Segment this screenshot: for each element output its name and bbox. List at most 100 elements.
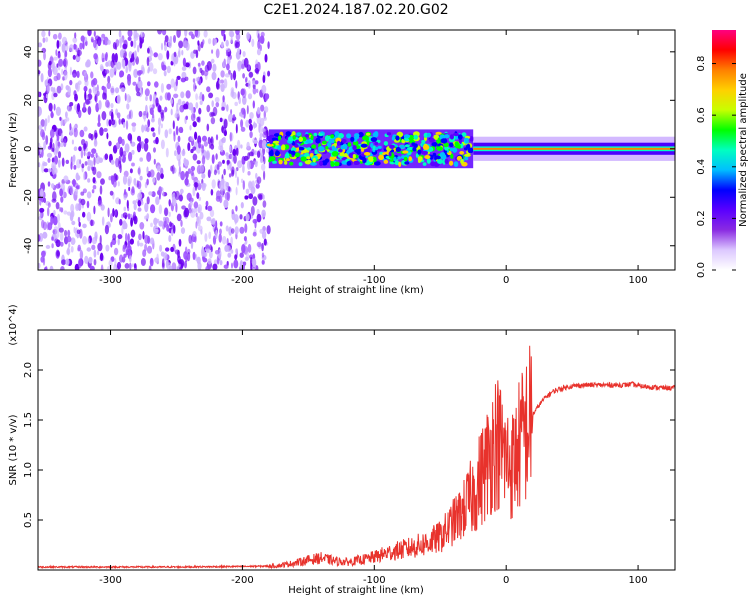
spectrogram-cell [187, 142, 191, 152]
spectrogram-cell [235, 147, 239, 156]
spectrogram-cell [42, 37, 46, 43]
spectrogram-cell [93, 205, 96, 215]
spectrogram-cell [112, 208, 115, 217]
spectrogram-cell [306, 156, 311, 160]
spectrogram-cell [44, 122, 47, 132]
spectrogram-cell [190, 165, 196, 172]
spectrogram-cell [294, 144, 299, 148]
spectrogram-cell [86, 200, 90, 209]
spectrogram-cell [55, 106, 62, 117]
spectrogram-cell [331, 145, 336, 151]
spectrogram-cell [47, 115, 50, 123]
spectrogram-cell [207, 38, 212, 45]
spectrogram-cell [90, 153, 95, 158]
spectrogram-cell [91, 244, 96, 250]
spectrogram-cell [161, 258, 165, 268]
spectrogram-cell [137, 180, 142, 190]
spectrogram-cell [214, 38, 218, 45]
spectrogram-cell [73, 127, 78, 138]
spectrogram-cell [228, 69, 231, 75]
spectrogram-cell [81, 163, 85, 169]
spectrogram-cell [106, 82, 112, 90]
spectrogram-cell [272, 140, 280, 144]
spectrogram-cell [449, 142, 454, 147]
spectrogram-cell [148, 265, 152, 270]
spectrogram-cell [298, 146, 305, 151]
snr-y-multiplier: (x10^4) [8, 304, 19, 345]
spectrogram-cell [122, 212, 128, 219]
spectrogram-cell [188, 234, 192, 244]
spectrogram-cell [360, 143, 368, 148]
spectrogram-cell [260, 31, 265, 38]
spectrogram-cell [153, 147, 156, 153]
spectrogram-cell [130, 141, 136, 147]
spectrogram-cell [202, 182, 205, 187]
spectrogram-cell [169, 221, 172, 227]
spectrogram-cell [102, 92, 106, 100]
spectrogram-cell [211, 154, 215, 165]
spectrogram-cell [185, 115, 188, 121]
spectrogram-cell [118, 118, 121, 125]
spectrogram-cell [42, 231, 48, 239]
spectrogram-cell [180, 170, 186, 181]
spectrogram-cell [47, 181, 51, 187]
spectrogram-cell [137, 207, 142, 212]
spectrogram-band [473, 147, 675, 150]
spectrogram-cell [96, 84, 99, 93]
colorbar-tick-label: 0.8 [696, 56, 707, 72]
spectrogram-cell [158, 204, 163, 215]
spectrogram-cell [45, 244, 51, 249]
spectrogram-cell [178, 238, 182, 247]
spectrogram-cell [176, 145, 181, 155]
spectrogram-cell [118, 198, 121, 205]
spectrogram-cell [99, 185, 103, 195]
spectrogram-cell [38, 234, 41, 242]
spectrogram-cell [149, 257, 154, 267]
spectrogram-cell [108, 259, 113, 267]
spectrogram-cell [143, 142, 149, 152]
spectrogram-cell [436, 146, 444, 151]
x-tick-label: -300 [99, 275, 122, 286]
spectrogram-cell [324, 158, 330, 163]
spectrogram-cell [201, 173, 206, 179]
spectrogram-cell [120, 87, 126, 93]
spectrogram-cell [364, 148, 371, 154]
spectrogram-cell [220, 83, 225, 92]
spectrogram-cell [181, 149, 186, 157]
spectrogram-cell [39, 207, 45, 213]
spectrogram-cell [105, 61, 109, 67]
spectrogram-cell [130, 57, 133, 63]
spectrogram-cell [38, 124, 43, 131]
spectrogram-cell [73, 43, 77, 50]
spectrogram-frame [37, 29, 676, 271]
spectrogram-cell [259, 133, 264, 138]
spectrogram-cell [85, 61, 90, 68]
spectrogram-cell [256, 176, 262, 184]
spectrogram-cell [59, 188, 63, 197]
spectrogram-cell [175, 202, 178, 213]
spectrogram-cell [223, 118, 228, 129]
spectrogram-cell [241, 88, 247, 99]
spectrogram-cell [324, 135, 330, 142]
spectrogram-cell [218, 79, 221, 85]
spectrogram-cell [234, 254, 238, 260]
spectrogram-cell [65, 258, 70, 266]
spectrogram-cell [45, 265, 48, 270]
spectrogram-cell [123, 253, 127, 258]
spectrogram-cell [144, 138, 149, 144]
spectrogram-cell [240, 202, 244, 209]
spectrogram-cell [196, 256, 201, 265]
spectrogram-cell [153, 94, 157, 100]
spectrogram-cell [353, 160, 360, 165]
spectrogram-cell [183, 157, 187, 165]
spectrogram-cell [208, 231, 212, 240]
spectrogram-cell [201, 155, 206, 165]
spectrogram-cell [173, 224, 176, 234]
spectrogram-cell [160, 83, 164, 93]
spectrogram-cell [465, 144, 471, 149]
snr-x-axis-label: Height of straight line (km) [288, 585, 424, 596]
spectrogram-cell [110, 85, 115, 96]
spectrogram-cell [214, 97, 220, 103]
spectrogram-cell [119, 70, 125, 78]
